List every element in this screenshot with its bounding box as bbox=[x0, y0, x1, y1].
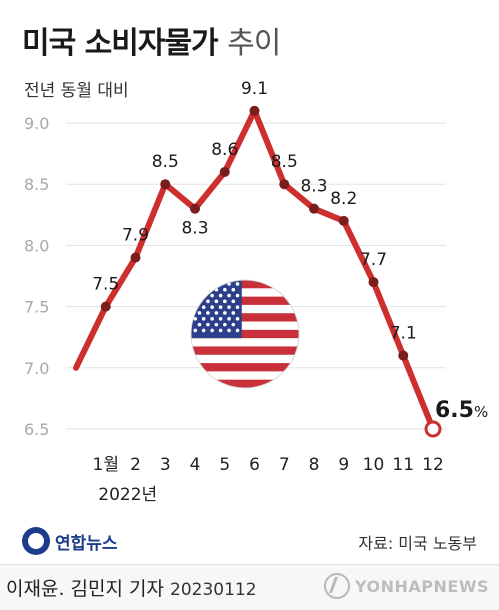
data-point bbox=[249, 105, 260, 116]
data-point bbox=[160, 179, 171, 190]
data-label: 8.3 bbox=[181, 219, 208, 239]
data-label: 7.1 bbox=[390, 324, 417, 344]
data-point bbox=[130, 252, 141, 263]
x-tick-label: 2 bbox=[130, 455, 141, 475]
y-tick-label: 8.0 bbox=[24, 236, 49, 255]
year-label: 2022년 bbox=[98, 485, 157, 505]
y-axis: 9.0 8.5 8.0 7.5 7.0 6.5 bbox=[24, 114, 49, 439]
x-tick-label: 12 bbox=[422, 455, 444, 475]
title-sub: 추이 bbox=[227, 26, 281, 61]
watermark: YONHAPNEWS bbox=[324, 573, 489, 599]
data-point bbox=[309, 203, 319, 214]
data-label: 7.9 bbox=[122, 226, 149, 246]
data-point bbox=[279, 179, 290, 190]
data-label: 8.5 bbox=[152, 152, 179, 172]
x-tick-label: 9 bbox=[338, 455, 349, 475]
data-label: 9.1 bbox=[241, 79, 268, 99]
y-tick-label: 7.5 bbox=[24, 298, 49, 317]
data-point bbox=[368, 277, 379, 288]
x-tick-label: 10 bbox=[363, 455, 385, 475]
data-point bbox=[100, 301, 111, 312]
data-label: 7.7 bbox=[360, 250, 387, 270]
data-label: 8.6 bbox=[211, 140, 238, 160]
data-label: 8.2 bbox=[330, 189, 357, 209]
x-tick-label: 3 bbox=[160, 455, 171, 475]
credit-bar: 이재윤. 김민지 기자 20230112 YONHAPNEWS bbox=[0, 564, 499, 610]
credit: 이재윤. 김민지 기자 20230112 bbox=[6, 574, 257, 601]
data-label: 8.5 bbox=[271, 152, 298, 172]
data-label: 8.3 bbox=[300, 177, 327, 197]
data-point bbox=[398, 350, 409, 361]
yonhap-watermark-icon bbox=[324, 573, 350, 599]
title-main: 미국 소비자물가 bbox=[22, 26, 219, 61]
page-title: 미국 소비자물가 추이 bbox=[22, 18, 281, 62]
y-tick-label: 6.5 bbox=[24, 420, 49, 439]
y-tick-label: 9.0 bbox=[24, 114, 49, 133]
x-tick-label: 5 bbox=[219, 455, 230, 475]
x-axis: 1월 2 3 4 5 6 7 8 9 10 11 12 2022년 bbox=[93, 455, 444, 505]
data-label: 7.5 bbox=[92, 275, 119, 295]
cpi-series bbox=[73, 105, 442, 438]
data-point bbox=[424, 420, 442, 438]
y-tick-label: 7.0 bbox=[24, 359, 49, 378]
y-tick-label: 8.5 bbox=[24, 175, 49, 194]
unit-label: 전년 동월 대비 bbox=[24, 81, 129, 101]
source-bar: 연합뉴스 자료: 미국 노동부 bbox=[0, 518, 499, 564]
x-tick-label: 1월 bbox=[93, 455, 119, 475]
publish-date: 20230112 bbox=[170, 580, 257, 600]
yonhap-logo: 연합뉴스 bbox=[22, 526, 118, 556]
data-point bbox=[219, 166, 230, 177]
line-chart: 9.08.58.07.57.06.5 7.57.98.58.38.69.18.5… bbox=[24, 79, 488, 505]
x-tick-label: 11 bbox=[392, 455, 414, 475]
x-tick-label: 7 bbox=[279, 455, 290, 475]
yonhap-logo-icon bbox=[22, 527, 50, 555]
logo-text: 연합뉴스 bbox=[55, 533, 118, 554]
data-point bbox=[190, 203, 200, 214]
x-tick-label: 6 bbox=[249, 455, 260, 475]
source-label: 자료: 미국 노동부 bbox=[358, 534, 477, 553]
reporter-credit: 이재윤. 김민지 기자 bbox=[6, 578, 164, 600]
us-flag-icon bbox=[190, 279, 300, 389]
data-point bbox=[338, 215, 349, 226]
x-tick-label: 4 bbox=[190, 455, 201, 475]
x-tick-label: 8 bbox=[309, 455, 320, 475]
data-labels: 7.57.98.58.38.69.18.58.38.27.77.16.5% bbox=[92, 79, 488, 423]
watermark-text: YONHAPNEWS bbox=[355, 576, 489, 596]
data-label: 6.5% bbox=[435, 398, 488, 423]
